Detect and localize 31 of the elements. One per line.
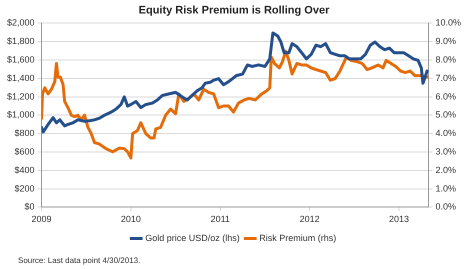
y2-tick-label: 7.0%: [435, 72, 456, 83]
y-tick-label: $2,000: [6, 18, 35, 28]
y-tick-label: $1,800: [6, 36, 35, 46]
source-note: Source: Last data point 4/30/2013.: [18, 256, 140, 266]
y2-tick-label: 5.0%: [435, 110, 456, 120]
x-tick-label: 2012: [300, 214, 320, 224]
y2-tick-label: 1.0%: [435, 183, 456, 194]
y-tick-label: $400: [14, 164, 35, 175]
y-tick-label: $1,400: [6, 72, 35, 83]
x-tick-label: 2011: [210, 214, 230, 224]
y-tick-label: $800: [14, 128, 35, 138]
legend-label: Gold price USD/oz (lhs): [145, 232, 240, 243]
y2-tick-label: 3.0%: [435, 146, 456, 156]
y-tick-label: $1,000: [6, 110, 35, 120]
y2-tick-label: 4.0%: [435, 128, 456, 138]
y2-tick-label: 9.0%: [435, 36, 456, 46]
y-tick-label: $1,200: [6, 91, 35, 102]
x-tick-label: 2010: [120, 214, 141, 224]
chart-title: Equity Risk Premium is Rolling Over: [138, 4, 330, 17]
y2-tick-label: 8.0%: [435, 54, 456, 64]
y-tick-label: $1,600: [6, 54, 35, 64]
y2-tick-label: 0.0%: [435, 202, 456, 212]
y-tick-label: $200: [14, 183, 35, 194]
x-tick-label: 2013: [388, 214, 410, 224]
y2-tick-label: 2.0%: [435, 164, 456, 175]
y-tick-label: $600: [14, 146, 35, 156]
x-tick-label: 2009: [32, 214, 52, 224]
legend-label: Risk Premium (rhs): [259, 232, 336, 243]
y2-tick-label: 6.0%: [435, 91, 456, 102]
y2-tick-label: 10.0%: [435, 18, 462, 28]
y-tick-label: $0: [24, 202, 35, 212]
